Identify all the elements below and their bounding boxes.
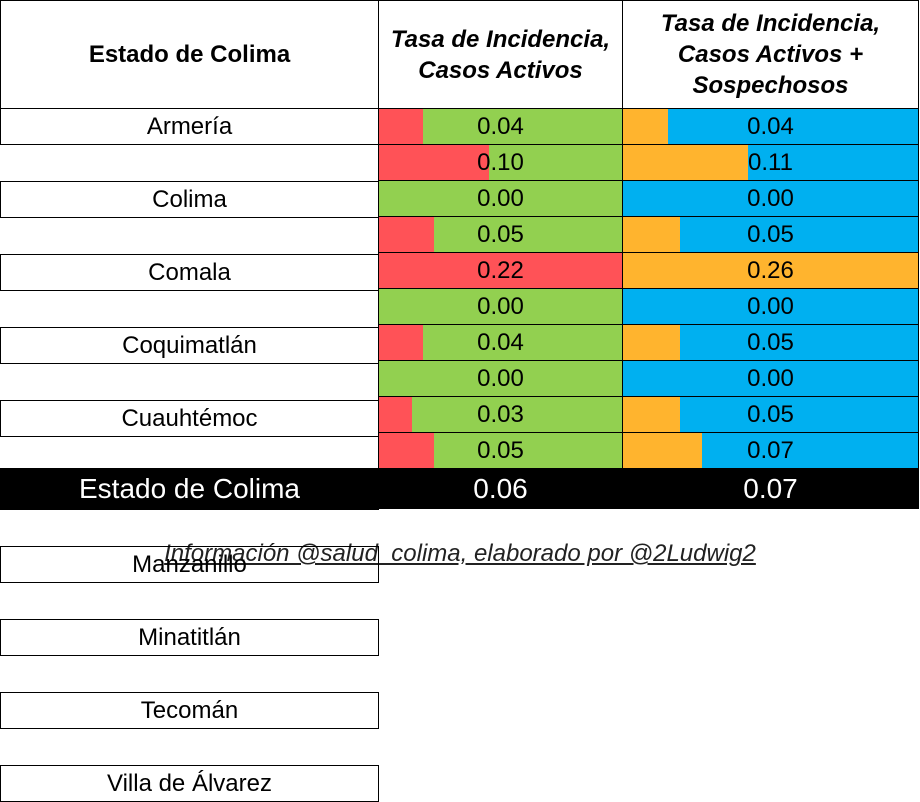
row-label: Cuauhtémoc [0, 400, 379, 437]
row-label: Armería [0, 108, 379, 145]
value-cell: 0.26 [622, 252, 919, 289]
data-bar [379, 109, 424, 144]
data-bar [623, 325, 680, 360]
value-cell: 0.00 [622, 288, 919, 325]
data-bar [623, 433, 703, 468]
value-label: 0.11 [748, 148, 793, 176]
data-bar [623, 397, 680, 432]
value-cell: 0.07 [622, 432, 919, 469]
value-label: 0.05 [747, 220, 794, 248]
value-label: 0.05 [747, 400, 794, 428]
value-label: 0.04 [747, 112, 794, 140]
row-label: Coquimatlán [0, 327, 379, 364]
value-cell: 0.04 [622, 108, 919, 145]
data-bar [379, 433, 435, 468]
row-label: Comala [0, 254, 379, 291]
value-cell: 0.04 [378, 108, 623, 145]
value-label: 0.00 [477, 292, 524, 320]
data-bar [379, 217, 435, 252]
value-cell: 0.05 [378, 432, 623, 469]
value-label: 0.05 [477, 220, 524, 248]
value-cell: 0.03 [378, 396, 623, 433]
value-cell: 0.04 [378, 324, 623, 361]
value-cell: 0.05 [622, 396, 919, 433]
data-bar [623, 109, 669, 144]
row-label: Minatitlán [0, 619, 379, 656]
data-bar [379, 253, 622, 288]
value-cell: 0.00 [378, 180, 623, 217]
data-bar [379, 397, 413, 432]
value-cell: 0.05 [622, 216, 919, 253]
data-bar [623, 217, 680, 252]
header-cell: Tasa de Incidencia, Casos Activos [378, 0, 623, 109]
total-cell: 0.07 [622, 468, 919, 509]
header-cell: Tasa de Incidencia, Casos Activos + Sosp… [622, 0, 919, 109]
data-bar [379, 325, 424, 360]
value-label: 0.05 [747, 328, 794, 356]
value-cell: 0.05 [622, 324, 919, 361]
data-bar [623, 253, 918, 288]
value-cell: 0.22 [378, 252, 623, 289]
total-cell: Estado de Colima [0, 468, 379, 509]
value-cell: 0.00 [378, 288, 623, 325]
value-label: 0.10 [477, 148, 524, 176]
value-label: 0.04 [477, 112, 524, 140]
value-cell: 0.10 [378, 144, 623, 181]
value-label: 0.00 [747, 364, 794, 392]
value-label: 0.03 [477, 400, 524, 428]
footer: Información @salud_colima, elaborado por… [164, 540, 756, 567]
row-label: Tecomán [0, 692, 379, 729]
value-cell: 0.00 [378, 360, 623, 397]
value-label: 0.00 [747, 292, 794, 320]
value-cell: 0.00 [622, 180, 919, 217]
value-label: 0.00 [477, 364, 524, 392]
value-label: 0.00 [747, 184, 794, 212]
value-label: 0.26 [747, 256, 794, 284]
row-label: Manzanillo [0, 546, 379, 583]
value-label: 0.04 [477, 328, 524, 356]
total-cell: 0.06 [378, 468, 623, 509]
value-cell: 0.00 [622, 360, 919, 397]
value-label: 0.07 [747, 436, 794, 464]
value-cell: 0.11 [622, 144, 919, 181]
row-label: Villa de Álvarez [0, 765, 379, 802]
data-bar [379, 145, 490, 180]
row-label: Colima [0, 181, 379, 218]
value-label: 0.00 [477, 184, 524, 212]
data-bar [623, 145, 748, 180]
value-cell: 0.05 [378, 216, 623, 253]
header-cell: Estado de Colima [0, 0, 379, 109]
value-label: 0.05 [477, 436, 524, 464]
value-label: 0.22 [477, 256, 524, 284]
